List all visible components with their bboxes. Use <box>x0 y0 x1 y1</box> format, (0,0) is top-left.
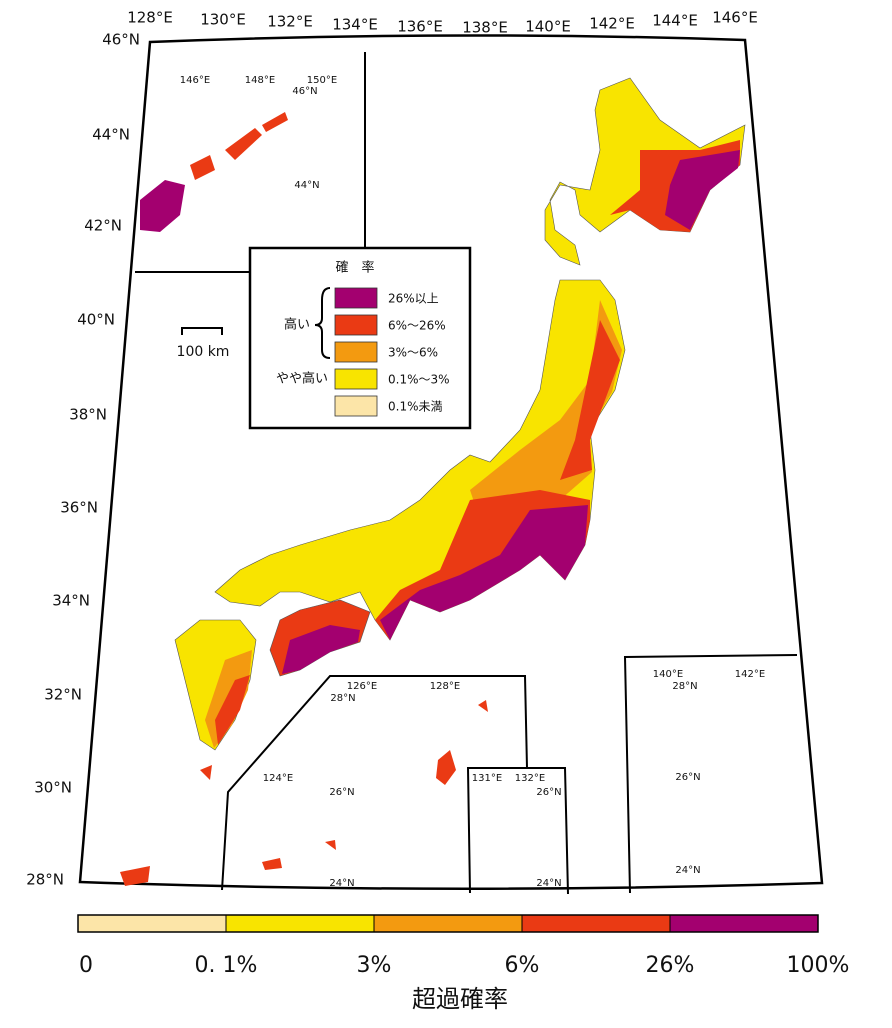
hokkaido <box>544 77 746 266</box>
lat-label: 40°N <box>77 311 115 329</box>
colorbar-tick-label: 3% <box>357 953 392 978</box>
inset-border <box>221 675 529 894</box>
inset-label: 142°E <box>735 669 765 680</box>
inset-label: 146°E <box>180 75 210 86</box>
map-frame <box>78 34 824 891</box>
inset-label: 26°N <box>675 772 700 783</box>
shikoku <box>269 599 371 677</box>
inset-label: 24°N <box>536 878 561 889</box>
colorbar-tick-label: 0 <box>79 953 93 978</box>
colorbar-label: 超過確率 <box>412 985 508 1013</box>
inset-label: 26°N <box>536 787 561 798</box>
colorbar-segment <box>522 915 670 932</box>
colorbar-segment <box>670 915 818 932</box>
legend-swatch <box>334 341 378 363</box>
inset-label: 150°E <box>307 75 337 86</box>
land-region <box>190 155 215 180</box>
colorbar-tick-label: 100% <box>787 953 850 978</box>
inset-label: 24°N <box>329 878 354 889</box>
lat-label: 38°N <box>69 406 107 424</box>
lat-label: 30°N <box>34 779 72 797</box>
inset-label: 124°E <box>263 773 293 784</box>
scale-bar <box>181 327 223 335</box>
lon-label: 146°E <box>712 9 758 27</box>
lat-label: 44°N <box>92 126 130 144</box>
inset-border <box>623 654 798 894</box>
colorbar-segment <box>374 915 522 932</box>
lon-label: 142°E <box>589 15 635 33</box>
land-region <box>665 150 740 230</box>
legend-brace <box>314 287 331 359</box>
inset-label: 28°N <box>330 693 355 704</box>
land-region <box>282 625 360 674</box>
lon-label: 140°E <box>525 18 571 36</box>
lat-label: 42°N <box>84 217 122 235</box>
legend-swatch <box>334 314 378 336</box>
land-region <box>262 112 288 132</box>
lat-label: 34°N <box>52 592 90 610</box>
land-region <box>225 128 262 160</box>
kyushu <box>174 619 257 751</box>
inset-label: 126°E <box>347 681 377 692</box>
legend-label: 0.1%～3% <box>388 373 450 387</box>
land-region <box>174 619 257 751</box>
land-region <box>436 750 456 785</box>
land-region <box>120 866 150 886</box>
legend-group: やや高い <box>276 371 328 387</box>
inset-label: 128°E <box>430 681 460 692</box>
land-region <box>325 840 336 850</box>
land-region <box>200 765 212 780</box>
legend-label: 0.1%未満 <box>388 400 443 414</box>
lat-label: 28°N <box>26 871 64 889</box>
inset-label: 44°N <box>294 180 319 191</box>
colorbar-tick-label: 26% <box>646 953 695 978</box>
inset-label: 148°E <box>245 75 275 86</box>
land-region <box>140 180 185 232</box>
kuril-islands <box>140 112 288 232</box>
legend-title: 確 率 <box>335 260 374 276</box>
legend-group: 高い <box>284 317 310 333</box>
lon-label: 138°E <box>462 19 508 37</box>
lon-label: 130°E <box>200 11 246 29</box>
inset-label: 26°N <box>329 787 354 798</box>
colorbar-segment <box>226 915 374 932</box>
inset-label: 46°N <box>292 86 317 97</box>
land-region <box>478 700 488 712</box>
lat-label: 46°N <box>102 31 140 49</box>
lon-label: 144°E <box>652 12 698 30</box>
inset-label: 140°E <box>653 669 683 680</box>
legend-label: 26%以上 <box>388 292 439 306</box>
scale-bar-label: 100 km <box>177 344 230 360</box>
legend-label: 3%～6% <box>388 346 438 360</box>
legend-swatch <box>334 395 378 417</box>
land-region <box>380 505 588 640</box>
lon-label: 128°E <box>127 9 173 27</box>
colorbar-tick-label: 6% <box>505 953 540 978</box>
land-region <box>262 858 282 870</box>
legend-swatch <box>334 287 378 309</box>
inset-border <box>527 767 569 895</box>
land-region <box>215 675 250 745</box>
inset-label: 132°E <box>515 773 545 784</box>
inset-label: 28°N <box>672 681 697 692</box>
lon-label: 134°E <box>332 16 378 34</box>
southern-islands <box>120 700 488 886</box>
legend: 確 率 高い やや高い 26%以上 6%～26% 3%～6% 0.1%～3% 0.1%未… <box>248 246 472 430</box>
lat-label: 32°N <box>44 686 82 704</box>
inset-label: 24°N <box>675 865 700 876</box>
colorbar-tick-label: 0. 1% <box>195 953 258 978</box>
legend-label: 6%～26% <box>388 319 446 333</box>
honshu <box>214 279 626 641</box>
colorbar-segment <box>78 915 226 932</box>
land-region <box>560 320 620 480</box>
lon-label: 132°E <box>267 13 313 31</box>
inset-label: 131°E <box>472 773 502 784</box>
lat-label: 36°N <box>60 499 98 517</box>
lon-label: 136°E <box>397 18 443 36</box>
legend-swatch <box>334 368 378 390</box>
